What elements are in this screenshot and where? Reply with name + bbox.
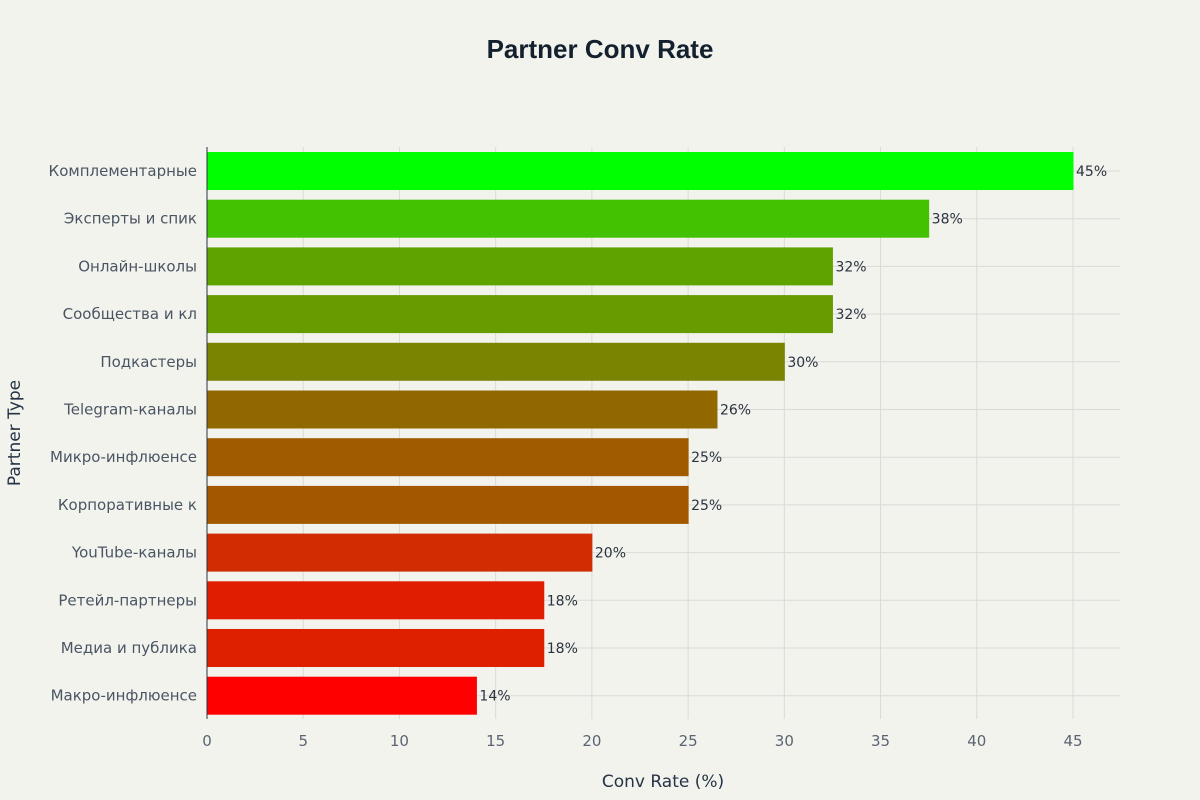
x-tick-label: 40	[967, 732, 986, 750]
x-tick-label: 10	[390, 732, 409, 750]
chart-title: Partner Conv Rate	[487, 34, 714, 64]
data-label: 30%	[787, 355, 818, 371]
data-label: 20%	[595, 546, 626, 562]
y-tick-label: Микро-инфлюенсе	[50, 448, 197, 466]
bar	[206, 629, 545, 667]
y-tick-label: Подкастеры	[100, 353, 197, 371]
labels: 0 5 10 15 20 25 30 35 40 45 Комплементарные 45% Эксп…	[49, 162, 1108, 750]
bar	[206, 295, 833, 334]
bar	[206, 390, 718, 429]
y-tick-label: Онлайн-школы	[78, 257, 197, 275]
y-tick-label: Telegram-каналы	[63, 401, 197, 419]
bar	[206, 581, 545, 620]
data-label: 18%	[547, 593, 578, 609]
x-tick-label: 5	[298, 732, 308, 750]
y-tick-label: YouTube-каналы	[71, 544, 197, 562]
bar	[206, 676, 477, 715]
y-tick-label: Макро-инфлюенсе	[51, 687, 197, 705]
data-label: 18%	[547, 641, 578, 657]
data-label: 45%	[1076, 164, 1107, 180]
x-tick-label: 20	[582, 732, 601, 750]
bar	[206, 438, 689, 477]
data-label: 25%	[691, 450, 722, 466]
x-tick-label: 25	[679, 732, 698, 750]
y-axis-title: Partner Type	[5, 380, 25, 486]
bars	[206, 152, 1074, 715]
y-tick-label: Комплементарные	[49, 162, 197, 180]
bar	[206, 533, 593, 572]
bar	[206, 485, 689, 524]
x-tick-label: 0	[202, 732, 212, 750]
y-tick-label: Ретейл-партнеры	[58, 591, 197, 609]
y-tick-label: Медиа и публика	[61, 639, 197, 657]
data-label: 25%	[691, 498, 722, 514]
bar	[206, 247, 833, 286]
y-tick-label: Эксперты и спик	[64, 210, 197, 228]
x-tick-label: 30	[775, 732, 794, 750]
data-label: 32%	[835, 307, 866, 323]
x-tick-label: 15	[486, 732, 505, 750]
x-tick-label: 35	[871, 732, 890, 750]
bar	[206, 199, 930, 238]
x-tick-label: 45	[1063, 732, 1082, 750]
data-label: 14%	[479, 689, 510, 705]
data-label: 26%	[720, 403, 751, 419]
bar	[206, 152, 1074, 190]
x-axis-title: Conv Rate (%)	[602, 772, 724, 792]
bar	[206, 342, 785, 381]
y-tick-label: Корпоративные к	[58, 496, 197, 514]
data-label: 38%	[932, 212, 963, 228]
y-tick-label: Сообщества и кл	[63, 305, 197, 323]
data-label: 32%	[835, 259, 866, 275]
